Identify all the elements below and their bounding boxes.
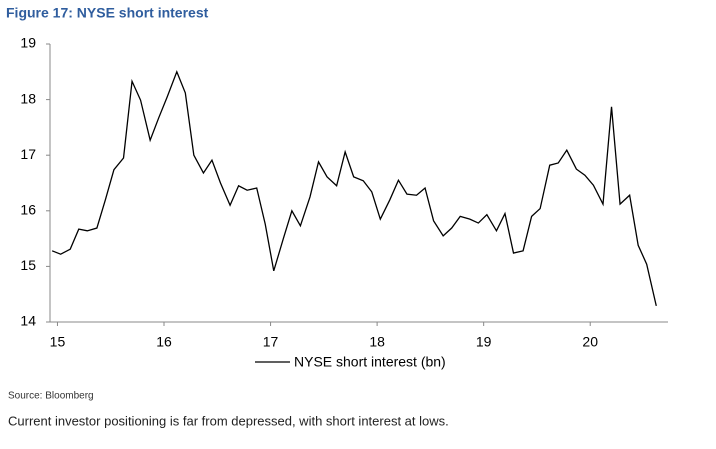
x-tick-label: 15 — [50, 334, 66, 350]
series-line — [51, 70, 657, 307]
y-tick-label: 14 — [20, 313, 36, 329]
x-tick-label: 20 — [582, 334, 598, 350]
x-tick-label: 17 — [263, 334, 279, 350]
source: Source: Bloomberg — [8, 391, 94, 402]
y-tick-label: 16 — [20, 202, 36, 218]
y-tick-label: 19 — [20, 35, 36, 51]
x-tick-label: 18 — [369, 334, 385, 350]
chart-title: Figure 17: NYSE short interest — [6, 5, 209, 21]
legend-label: NYSE short interest (bn) — [294, 354, 446, 370]
y-tick-label: 15 — [20, 257, 36, 273]
y-tick-label: 18 — [20, 90, 36, 106]
caption: Current investor positioning is far from… — [8, 413, 449, 428]
x-tick-label: 19 — [476, 334, 492, 350]
y-tick-label: 17 — [20, 146, 36, 162]
x-tick-label: 16 — [156, 334, 172, 350]
